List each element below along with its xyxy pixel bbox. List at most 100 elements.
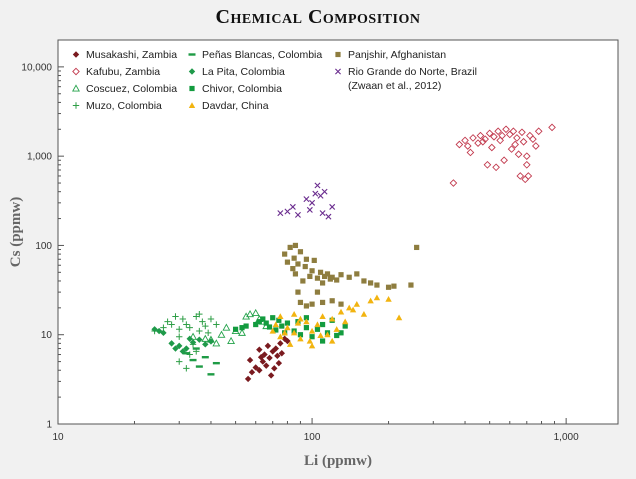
data-point [282,251,288,257]
y-tick-label: 10,000 [21,62,52,73]
legend-label: Davdar, China [202,100,269,112]
data-point [246,356,254,364]
legend-marker [72,67,80,76]
legend-label-line2: (Zwaan et al., 2012) [348,80,441,92]
data-point [189,339,197,346]
data-point [349,306,357,313]
data-point [176,326,183,333]
data-point [408,282,414,288]
data-point [295,261,301,267]
data-point [272,345,280,352]
data-points [151,123,556,383]
data-point [309,268,315,274]
data-point [314,326,321,332]
data-point [303,318,310,325]
data-point [199,318,206,325]
data-point [532,142,540,150]
data-point [311,257,317,263]
data-point [478,137,487,146]
data-point [275,359,283,367]
data-point [338,301,344,307]
data-point [176,358,183,365]
data-point [256,367,263,374]
data-point [314,182,321,189]
data-point [303,325,310,331]
data-point [513,134,521,142]
data-point [516,172,525,180]
data-point [449,179,458,187]
data-point [244,375,252,383]
data-point [183,321,190,328]
data-point [303,303,310,309]
data-point [368,280,374,286]
data-point [341,318,349,325]
x-tick-label: 10 [52,432,64,443]
data-point [278,350,285,357]
data-point [338,272,344,278]
data-point [242,312,251,320]
legend-label: Panjshir, Afghanistan [348,49,446,61]
data-point [314,275,321,281]
data-point [168,321,175,328]
data-point [507,145,516,153]
data-point [461,136,469,145]
data-point [183,365,190,372]
data-point [269,327,276,334]
data-point [297,249,304,255]
data-point [519,137,528,146]
data-point [202,322,209,330]
data-point [338,330,344,336]
data-point [186,324,193,331]
data-point [213,321,220,328]
data-point [251,308,260,317]
data-point [518,128,526,137]
data-point [354,271,360,277]
data-point [274,352,281,360]
data-point [281,329,288,336]
y-tick-label: 10 [41,330,53,341]
data-point [317,269,324,275]
data-point [287,244,293,251]
y-tick-label: 1,000 [27,152,52,163]
data-point [238,328,246,336]
y-tick-label: 1 [46,420,52,431]
data-point [483,160,492,169]
data-point [168,340,175,347]
x-tick-label: 1,000 [554,432,579,443]
data-point [314,289,321,295]
legend-marker [335,51,341,58]
data-point [239,325,245,331]
data-point [182,352,190,355]
data-point [469,134,477,142]
data-point [514,150,523,159]
data-point [196,310,203,318]
data-point [204,329,212,337]
data-point [319,321,326,328]
data-point [271,365,278,372]
data-point [374,282,380,288]
data-point [277,333,284,340]
data-point [306,337,314,344]
data-point [308,327,316,334]
data-point [524,172,533,180]
data-point [212,339,221,347]
data-point [303,256,310,262]
data-point [353,300,361,307]
data-point [500,156,508,165]
data-point [266,354,273,362]
data-point [319,280,326,286]
data-point [391,283,397,289]
data-point [260,316,266,322]
plot-area [57,39,619,425]
chart-title: Chemical Composition [215,6,421,28]
data-point [522,152,531,160]
data-point [302,263,308,270]
data-point [176,333,183,340]
data-point [279,323,285,329]
data-point [207,338,215,345]
legend-marker [188,102,196,109]
data-point [196,336,203,343]
data-point [329,203,336,210]
